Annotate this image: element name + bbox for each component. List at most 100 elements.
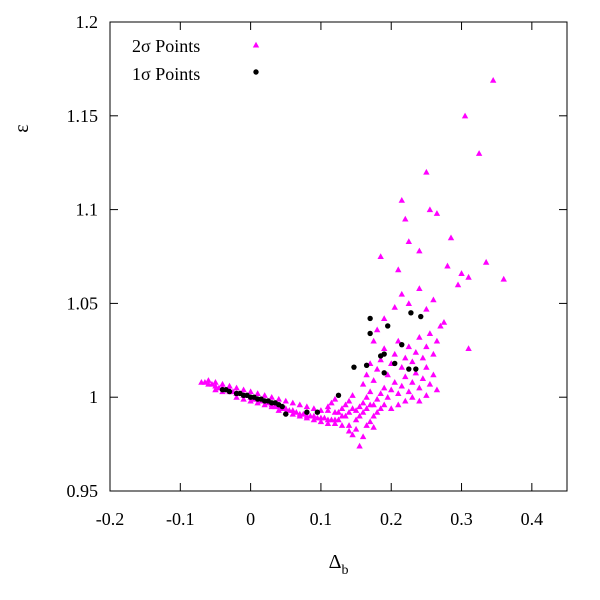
data-point-1sigma — [283, 411, 289, 417]
data-point-2sigma — [409, 358, 416, 365]
plot-frame — [109, 21, 568, 492]
data-point-2sigma — [300, 410, 307, 417]
data-point-2sigma — [384, 371, 391, 378]
y-axis-label: ε — [11, 124, 33, 132]
data-point-2sigma — [303, 414, 311, 421]
data-point-2sigma — [391, 378, 398, 385]
data-point-2sigma — [402, 397, 409, 404]
data-layer — [198, 76, 507, 449]
data-point-2sigma — [303, 403, 311, 410]
data-point-1sigma — [392, 360, 398, 367]
data-point-2sigma — [324, 407, 332, 413]
data-point-2sigma — [359, 380, 367, 387]
data-point-2sigma — [345, 397, 353, 404]
data-point-2sigma — [366, 388, 374, 395]
data-point-2sigma — [373, 409, 381, 415]
data-point-2sigma — [226, 382, 233, 389]
data-point-2sigma — [282, 397, 289, 404]
data-point-2sigma — [275, 407, 282, 413]
data-point-2sigma — [433, 386, 441, 393]
data-point-2sigma — [338, 422, 346, 428]
data-point-2sigma — [423, 305, 430, 312]
data-point-2sigma — [342, 401, 349, 408]
data-point-2sigma — [398, 382, 405, 389]
data-point-2sigma — [454, 281, 462, 288]
data-point-2sigma — [359, 433, 367, 440]
y-tick-label: 1 — [89, 387, 98, 407]
data-point-2sigma — [363, 371, 370, 378]
legend-label-2sigma: 2σ Points — [132, 36, 200, 56]
data-point-2sigma — [370, 424, 377, 430]
data-point-2sigma — [405, 300, 413, 306]
data-point-2sigma — [377, 356, 384, 363]
data-point-2sigma — [426, 206, 434, 213]
data-point-2sigma — [296, 412, 304, 419]
data-point-2sigma — [381, 315, 388, 321]
data-point-2sigma — [219, 380, 226, 387]
data-point-2sigma — [416, 247, 423, 254]
data-point-2sigma — [381, 345, 388, 351]
data-point-1sigma — [367, 315, 373, 322]
data-point-2sigma — [405, 238, 413, 245]
x-tick-label: 0.2 — [380, 509, 403, 529]
data-point-2sigma — [465, 345, 472, 351]
data-point-2sigma — [363, 422, 370, 428]
data-point-2sigma — [233, 394, 240, 400]
data-point-2sigma — [212, 382, 219, 389]
data-point-2sigma — [440, 318, 448, 325]
data-point-2sigma — [247, 397, 254, 404]
data-point-2sigma — [426, 380, 434, 387]
data-point-2sigma — [377, 405, 384, 412]
data-point-1sigma — [413, 366, 419, 372]
data-point-2sigma — [212, 386, 219, 393]
data-point-2sigma — [447, 234, 455, 241]
x-axis-label: Δb — [329, 551, 349, 578]
data-point-2sigma — [461, 112, 469, 119]
data-point-2sigma — [426, 330, 434, 336]
data-point-2sigma — [289, 410, 296, 417]
data-point-2sigma — [370, 337, 377, 344]
y-tick-label: 1.2 — [76, 12, 99, 32]
data-point-2sigma — [395, 266, 402, 273]
x-tick-label: -0.1 — [166, 509, 195, 529]
data-point-2sigma — [398, 363, 405, 370]
data-point-2sigma — [405, 343, 413, 350]
data-point-2sigma — [430, 350, 437, 357]
data-point-1sigma — [381, 351, 387, 357]
data-point-2sigma — [324, 420, 332, 427]
data-point-2sigma — [261, 392, 268, 398]
data-point-2sigma — [370, 412, 377, 419]
data-point-2sigma — [335, 409, 342, 415]
data-point-2sigma — [321, 414, 328, 421]
data-point-2sigma — [416, 333, 423, 340]
x-tick-label: -0.2 — [96, 509, 125, 529]
data-point-2sigma — [349, 392, 356, 398]
data-point-2sigma — [423, 343, 430, 350]
data-point-1sigma — [385, 323, 391, 329]
data-point-2sigma — [240, 386, 247, 393]
data-point-2sigma — [412, 348, 420, 355]
data-point-2sigma — [233, 384, 240, 391]
data-point-2sigma — [458, 270, 465, 276]
data-point-2sigma — [465, 273, 472, 280]
data-point-2sigma — [402, 215, 409, 222]
data-point-2sigma — [310, 412, 318, 419]
data-point-2sigma — [489, 76, 497, 83]
data-point-2sigma — [381, 401, 388, 408]
data-point-2sigma — [412, 369, 420, 376]
data-point-2sigma — [205, 377, 212, 383]
data-point-2sigma — [359, 409, 367, 415]
data-point-2sigma — [247, 388, 254, 395]
data-point-2sigma — [402, 354, 409, 361]
data-point-2sigma — [349, 431, 356, 438]
data-point-2sigma — [409, 394, 416, 400]
data-point-2sigma — [430, 296, 437, 303]
data-point-2sigma — [324, 403, 332, 410]
data-point-2sigma — [433, 337, 441, 344]
data-point-2sigma — [352, 416, 360, 423]
data-point-2sigma — [409, 378, 416, 385]
data-point-2sigma — [419, 354, 427, 361]
data-point-2sigma — [395, 401, 402, 408]
data-point-2sigma — [377, 390, 384, 397]
